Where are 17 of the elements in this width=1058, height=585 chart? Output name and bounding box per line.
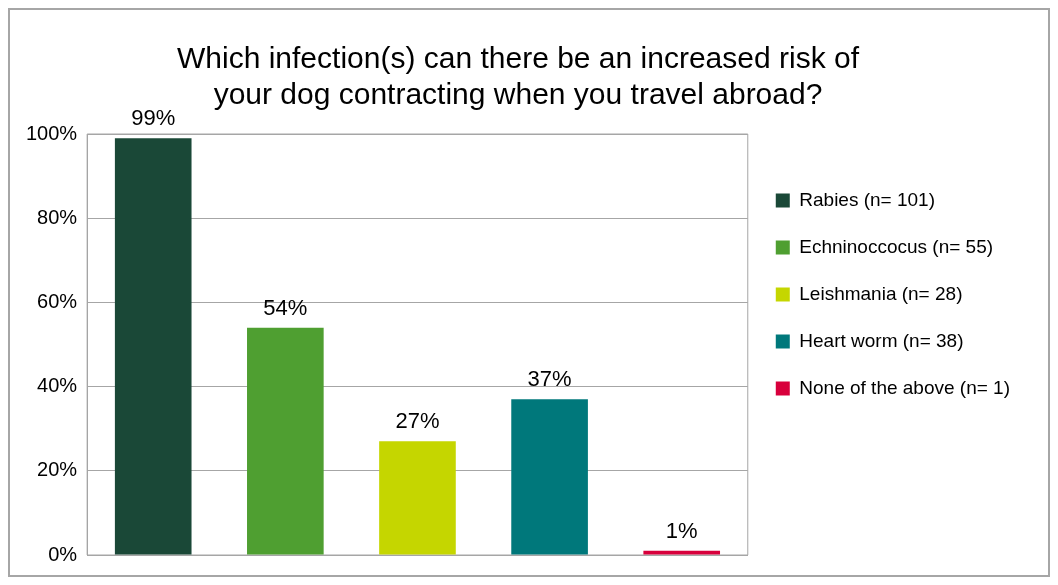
data-label: 37%: [527, 366, 572, 392]
y-tick-label: 40%: [37, 374, 78, 397]
data-label: 99%: [131, 105, 176, 131]
y-tick-label: 100%: [26, 121, 78, 144]
chart-title: Which infection(s) can there be an increased risk of your dog contracting when you travel abroad?: [177, 41, 860, 111]
legend-label: Heart worm (n= 38): [799, 329, 964, 351]
data-label: 1%: [665, 517, 698, 543]
y-tick-label: 80%: [37, 205, 78, 228]
data-label: 54%: [263, 294, 308, 320]
data-label: 27%: [395, 408, 440, 434]
y-tick-label: 20%: [37, 458, 78, 481]
legend-label: Leishmania (n= 28): [799, 282, 963, 304]
legend-label: Echninoccocus (n= 55): [799, 235, 994, 257]
legend-label: None of the above (n= 1): [799, 376, 1011, 398]
legend-label: Rabies (n= 101): [799, 188, 935, 210]
y-tick-label: 0%: [48, 542, 78, 565]
y-tick-label: 60%: [37, 289, 78, 312]
